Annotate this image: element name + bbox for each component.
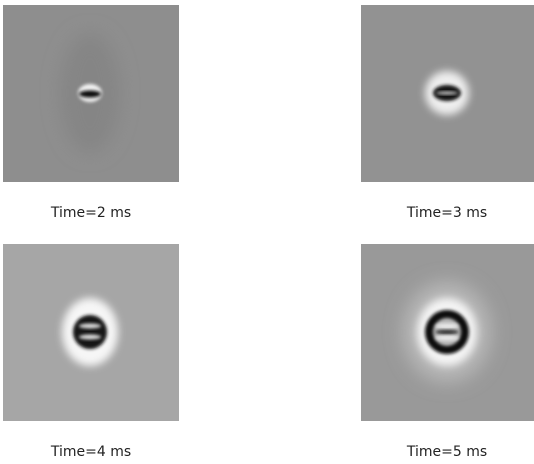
caption: Time=4 ms bbox=[50, 444, 131, 460]
wavefield-panel bbox=[361, 244, 534, 421]
wavefield-panel bbox=[3, 5, 179, 182]
caption: Time=2 ms bbox=[50, 205, 131, 221]
figure: Time=2 ms Time=3 ms Time=4 ms Time=5 ms bbox=[0, 0, 534, 464]
caption: Time=3 ms bbox=[406, 205, 487, 221]
wavefield-panel bbox=[361, 5, 534, 182]
wavefield-panel bbox=[3, 244, 179, 421]
caption: Time=5 ms bbox=[406, 444, 487, 460]
